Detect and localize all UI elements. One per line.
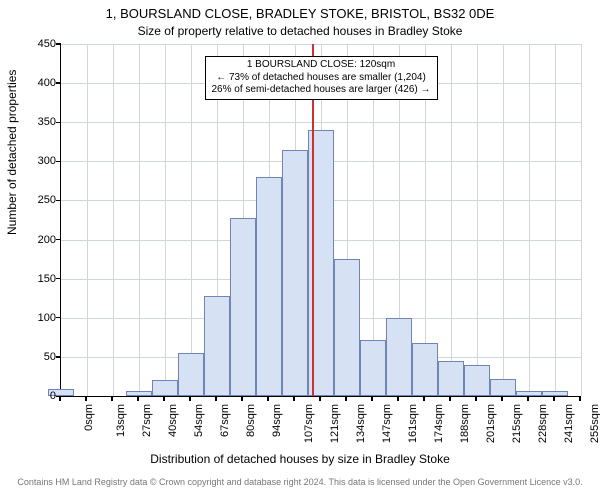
x-tick-mark	[241, 396, 242, 401]
y-tick-mark	[56, 82, 61, 83]
plot-area: 1 BOURSLAND CLOSE: 120sqm← 73% of detach…	[60, 44, 581, 397]
x-tick-label: 40sqm	[167, 404, 179, 437]
y-tick-label: 300	[0, 155, 56, 167]
x-tick-mark	[319, 396, 320, 401]
annotation-line: 1 BOURSLAND CLOSE: 120sqm	[212, 59, 431, 72]
x-tick-label: 0sqm	[83, 404, 95, 431]
grid-line-v	[477, 44, 478, 396]
y-tick-mark	[56, 161, 61, 162]
x-tick-label: 228sqm	[537, 404, 549, 443]
x-tick-label: 215sqm	[511, 404, 523, 443]
grid-line-v	[529, 44, 530, 396]
histogram-bar	[542, 391, 568, 396]
y-tick-label: 350	[0, 116, 56, 128]
x-tick-mark	[189, 396, 190, 401]
y-tick-mark	[56, 278, 61, 279]
y-tick-mark	[56, 317, 61, 318]
x-tick-mark	[215, 396, 216, 401]
x-tick-mark	[163, 396, 164, 401]
histogram-bar	[386, 318, 412, 396]
histogram-bar	[152, 380, 178, 396]
grid-line-v	[555, 44, 556, 396]
x-tick-mark	[449, 396, 450, 401]
x-tick-mark	[345, 396, 346, 401]
chart-container: 1, BOURSLAND CLOSE, BRADLEY STOKE, BRIST…	[0, 0, 600, 500]
histogram-bar	[178, 353, 204, 396]
y-tick-mark	[56, 356, 61, 357]
x-tick-label: 201sqm	[485, 404, 497, 443]
x-tick-label: 13sqm	[115, 404, 127, 437]
grid-line-v	[87, 44, 88, 396]
annotation-box: 1 BOURSLAND CLOSE: 120sqm← 73% of detach…	[205, 56, 438, 100]
x-tick-label: 107sqm	[303, 404, 315, 443]
x-tick-mark	[579, 396, 580, 401]
x-tick-mark	[553, 396, 554, 401]
y-tick-label: 400	[0, 77, 56, 89]
x-tick-mark	[137, 396, 138, 401]
grid-line-v	[451, 44, 452, 396]
grid-line-v	[165, 44, 166, 396]
histogram-bar	[516, 391, 542, 396]
x-tick-label: 94sqm	[271, 404, 283, 437]
x-tick-mark	[371, 396, 372, 401]
x-tick-mark	[59, 396, 60, 401]
x-tick-mark	[527, 396, 528, 401]
histogram-bar	[464, 365, 490, 396]
annotation-line: 26% of semi-detached houses are larger (…	[212, 84, 431, 97]
title-line-2: Size of property relative to detached ho…	[0, 24, 600, 38]
y-tick-label: 150	[0, 273, 56, 285]
x-axis-label: Distribution of detached houses by size …	[0, 452, 600, 466]
histogram-bar	[282, 150, 308, 396]
x-tick-mark	[267, 396, 268, 401]
y-tick-mark	[56, 43, 61, 44]
x-tick-label: 161sqm	[407, 404, 419, 443]
histogram-bar	[126, 391, 152, 396]
histogram-bar	[204, 296, 230, 396]
histogram-bar	[412, 343, 438, 396]
x-tick-label: 54sqm	[193, 404, 205, 437]
y-tick-label: 0	[0, 390, 56, 402]
annotation-line: ← 73% of detached houses are smaller (1,…	[212, 72, 431, 85]
x-tick-mark	[475, 396, 476, 401]
x-tick-label: 27sqm	[141, 404, 153, 437]
y-tick-mark	[56, 200, 61, 201]
histogram-bar	[334, 259, 360, 396]
y-tick-label: 50	[0, 351, 56, 363]
x-tick-label: 80sqm	[245, 404, 257, 437]
y-tick-mark	[56, 122, 61, 123]
y-axis-label: Number of detached properties	[5, 70, 19, 235]
histogram-bar	[490, 379, 516, 396]
x-tick-mark	[293, 396, 294, 401]
x-tick-label: 174sqm	[433, 404, 445, 443]
x-tick-label: 255sqm	[589, 404, 600, 443]
x-tick-mark	[397, 396, 398, 401]
histogram-bar	[438, 361, 464, 396]
title-line-1: 1, BOURSLAND CLOSE, BRADLEY STOKE, BRIST…	[0, 6, 600, 21]
histogram-bar	[230, 218, 256, 396]
x-tick-mark	[501, 396, 502, 401]
x-tick-mark	[423, 396, 424, 401]
copyright-text: Contains HM Land Registry data © Crown c…	[0, 477, 600, 487]
grid-line-v	[139, 44, 140, 396]
x-tick-mark	[85, 396, 86, 401]
grid-line-v	[191, 44, 192, 396]
grid-line-v	[113, 44, 114, 396]
histogram-bar	[256, 177, 282, 396]
grid-line-v	[581, 44, 582, 396]
y-tick-label: 200	[0, 234, 56, 246]
x-tick-label: 147sqm	[381, 404, 393, 443]
y-tick-label: 450	[0, 38, 56, 50]
y-tick-mark	[56, 239, 61, 240]
x-tick-label: 188sqm	[459, 404, 471, 443]
y-tick-label: 250	[0, 194, 56, 206]
grid-line-v	[503, 44, 504, 396]
x-tick-label: 121sqm	[329, 404, 341, 443]
histogram-bar	[360, 340, 386, 396]
x-tick-label: 67sqm	[219, 404, 231, 437]
x-tick-label: 241sqm	[563, 404, 575, 443]
x-tick-mark	[111, 396, 112, 401]
y-tick-label: 100	[0, 312, 56, 324]
x-tick-label: 134sqm	[355, 404, 367, 443]
